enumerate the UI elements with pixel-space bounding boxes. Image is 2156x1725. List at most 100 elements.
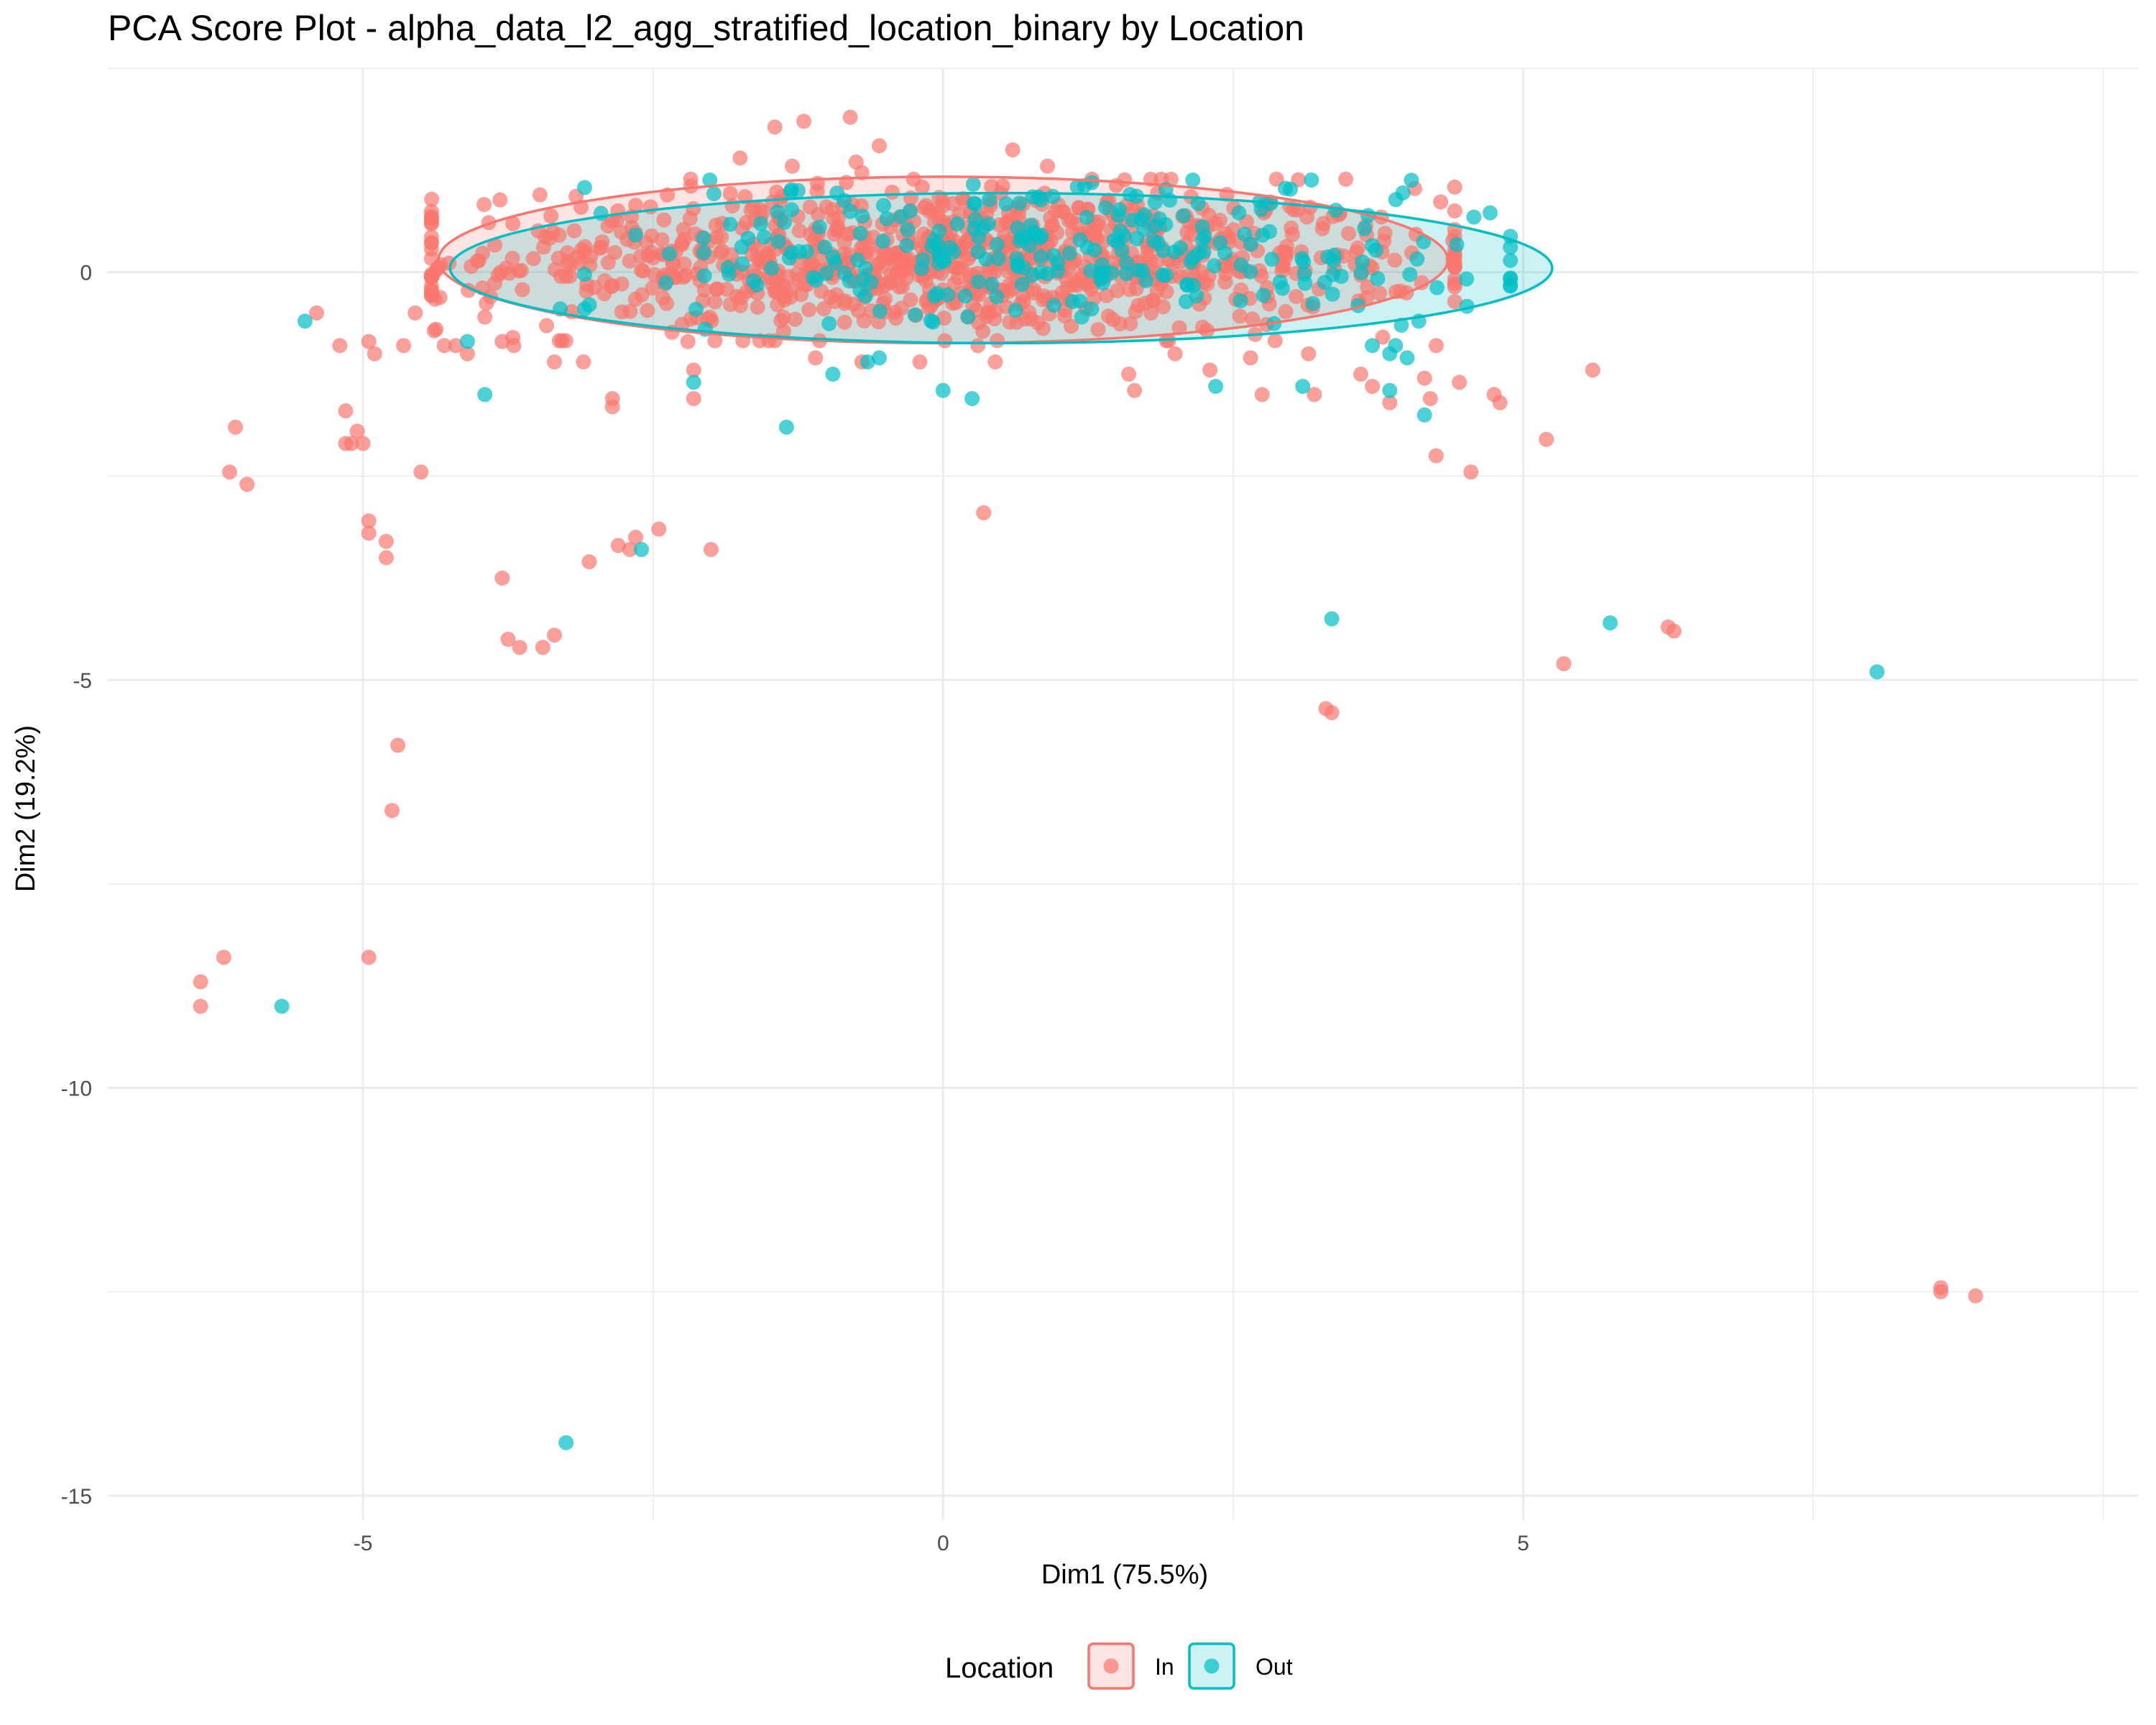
point-out xyxy=(274,998,290,1014)
point-in xyxy=(378,550,394,566)
point-in xyxy=(1933,1284,1949,1300)
point-out xyxy=(989,289,1005,305)
point-in xyxy=(829,287,844,303)
point-in xyxy=(1125,201,1141,217)
point-in xyxy=(424,191,440,207)
point-in xyxy=(1085,227,1101,243)
point-out xyxy=(982,192,998,208)
point-in xyxy=(423,268,439,284)
point-in xyxy=(239,477,255,492)
point-in xyxy=(1245,311,1261,327)
point-in xyxy=(361,949,377,965)
point-in xyxy=(643,244,659,260)
point-in xyxy=(622,303,638,319)
point-out xyxy=(964,391,980,407)
point-out xyxy=(1074,309,1089,325)
point-in xyxy=(576,354,591,370)
y-axis-title: Dim2 (19.2%) xyxy=(11,725,41,892)
legend-point-out xyxy=(1204,1658,1220,1674)
point-in xyxy=(228,419,244,435)
point-in xyxy=(550,250,566,266)
point-in xyxy=(476,197,492,213)
point-in xyxy=(651,521,667,537)
point-in xyxy=(680,334,696,349)
x-tick-label: 0 xyxy=(937,1532,949,1555)
point-in xyxy=(344,436,359,451)
point-in xyxy=(1968,1288,1984,1304)
point-in xyxy=(459,346,475,362)
point-out xyxy=(593,206,609,221)
point-in xyxy=(1422,391,1438,407)
point-out xyxy=(1197,229,1212,244)
point-out xyxy=(722,216,738,232)
point-in xyxy=(935,198,951,213)
point-out xyxy=(1305,295,1321,311)
point-out xyxy=(764,260,780,276)
point-out xyxy=(1482,205,1498,221)
point-out xyxy=(1296,254,1312,270)
point-out xyxy=(923,313,939,328)
legend-label-in: In xyxy=(1155,1654,1174,1680)
point-in xyxy=(774,279,790,295)
point-in xyxy=(1492,395,1508,410)
point-in xyxy=(884,184,900,200)
point-out xyxy=(1370,271,1386,287)
point-in xyxy=(551,227,567,243)
point-out xyxy=(811,219,827,235)
point-out xyxy=(634,542,650,558)
point-in xyxy=(872,138,887,154)
point-in xyxy=(1040,158,1056,174)
point-in xyxy=(719,282,734,298)
point-in xyxy=(309,305,325,321)
point-in xyxy=(722,185,738,201)
point-out xyxy=(1208,379,1224,395)
point-out xyxy=(863,275,879,290)
point-out xyxy=(1243,264,1258,280)
point-in xyxy=(487,237,503,253)
point-in xyxy=(1414,275,1429,290)
point-in xyxy=(1143,305,1159,321)
point-out xyxy=(857,260,873,276)
point-in xyxy=(1061,264,1077,280)
point-in xyxy=(1005,142,1021,157)
point-in xyxy=(853,240,869,256)
point-out xyxy=(1404,172,1419,188)
point-out xyxy=(857,288,873,304)
point-in xyxy=(712,244,728,260)
y-tick-label: -10 xyxy=(61,1077,92,1101)
point-in xyxy=(642,199,658,215)
point-in xyxy=(1539,431,1554,447)
point-in xyxy=(532,187,548,203)
point-out xyxy=(998,196,1014,212)
point-out xyxy=(745,272,761,288)
point-in xyxy=(1447,203,1462,218)
point-out xyxy=(1603,615,1618,631)
point-in xyxy=(709,229,724,245)
chart-title: PCA Score Plot - alpha_data_l2_agg_strat… xyxy=(108,8,1304,48)
point-in xyxy=(1021,304,1037,320)
point-out xyxy=(696,268,712,284)
point-in xyxy=(990,333,1005,349)
y-tick-label: -15 xyxy=(61,1485,92,1509)
legend-title: Location xyxy=(945,1652,1054,1684)
point-in xyxy=(724,247,740,262)
point-out xyxy=(1503,252,1519,268)
point-in xyxy=(361,525,377,541)
point-out xyxy=(1125,212,1141,228)
point-in xyxy=(367,346,382,362)
point-out xyxy=(1429,280,1445,295)
point-in xyxy=(1353,367,1368,382)
point-out xyxy=(1255,227,1271,243)
point-out xyxy=(984,276,1000,292)
point-out xyxy=(1097,200,1113,216)
point-in xyxy=(390,737,406,753)
point-out xyxy=(879,211,895,226)
point-in xyxy=(1452,374,1468,390)
point-in xyxy=(512,640,528,656)
point-in xyxy=(464,259,479,275)
point-in xyxy=(505,250,520,266)
point-in xyxy=(423,288,439,303)
point-out xyxy=(1466,209,1482,225)
point-in xyxy=(676,256,692,272)
